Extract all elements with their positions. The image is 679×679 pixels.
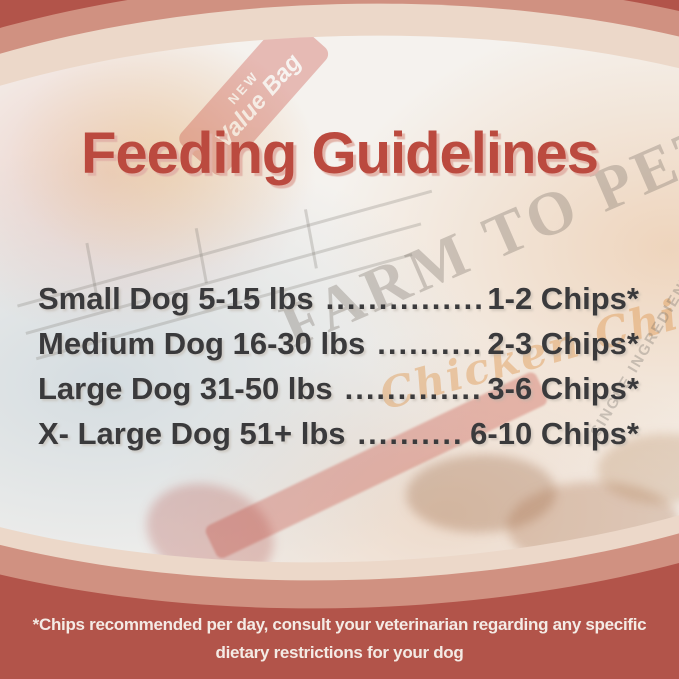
row-value: 2-3 Chips*	[487, 326, 639, 361]
row-value: 1-2 Chips*	[487, 281, 639, 316]
dot-leader: ..........................	[344, 371, 482, 406]
dot-leader: ..........................	[357, 416, 465, 451]
dot-leader: ..........................	[325, 281, 482, 316]
feeding-table: Small Dog 5-15 lbs .....................…	[38, 281, 639, 461]
row-label: Small Dog 5-15 lbs	[38, 281, 314, 316]
row-label: Large Dog 31-50 lbs	[38, 371, 333, 406]
row-value: 6-10 Chips*	[470, 416, 639, 451]
dot-leader: ..........................	[377, 326, 481, 361]
footnote: *Chips recommended per day, consult your…	[0, 611, 679, 667]
feeding-row-large-dog: Large Dog 31-50 lbs ....................…	[38, 371, 639, 416]
row-label: Medium Dog 16-30 lbs	[38, 326, 366, 361]
feeding-row-xlarge-dog: X- Large Dog 51+ lbs ...................…	[38, 416, 639, 461]
feeding-row-small-dog: Small Dog 5-15 lbs .....................…	[38, 281, 639, 326]
row-value: 3-6 Chips*	[487, 371, 639, 406]
page-title: Feeding Guidelines	[81, 121, 599, 186]
footnote-line1: *Chips recommended per day, consult your…	[32, 615, 647, 634]
fence-post	[303, 209, 318, 269]
feeding-row-medium-dog: Medium Dog 16-30 lbs ...................…	[38, 326, 639, 371]
row-label: X- Large Dog 51+ lbs	[38, 416, 346, 451]
footnote-line2: dietary restrictions for your dog	[215, 643, 464, 662]
